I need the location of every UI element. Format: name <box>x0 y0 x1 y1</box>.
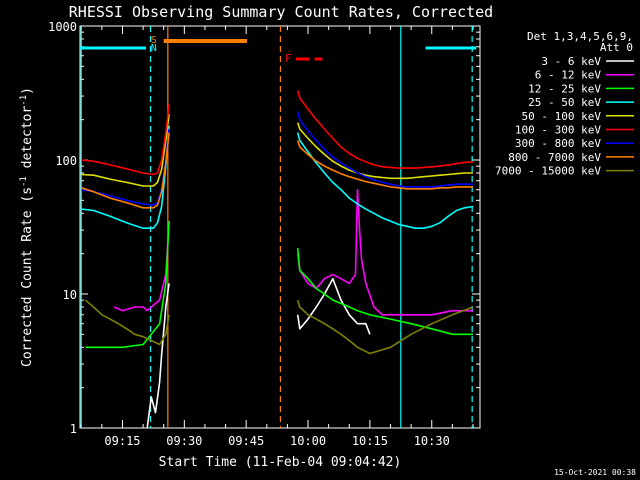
vertical-markers <box>80 26 473 428</box>
series-line <box>296 132 474 229</box>
x-tick-label: 10:15 <box>352 434 388 448</box>
series-line <box>81 104 170 176</box>
series-lines <box>80 90 474 429</box>
legend-label: 25 - 50 keV <box>528 96 601 109</box>
series-2 <box>85 221 473 349</box>
series-line <box>81 125 170 229</box>
legend-header-2: Att 0 <box>600 41 633 54</box>
state-bars: F SN <box>80 35 477 65</box>
flare-flag-label: F <box>285 52 292 65</box>
legend-label: 300 - 800 keV <box>515 137 601 150</box>
series-7 <box>80 132 473 209</box>
series-4 <box>81 114 473 187</box>
x-tick-label: 10:00 <box>290 434 326 448</box>
series-line <box>81 114 170 187</box>
legend-label: 800 - 7000 keV <box>508 151 601 164</box>
y-axis-ticks: 1 10 100 1000 <box>48 20 480 436</box>
x-axis-ticks: 09:15 09:30 09:45 10:00 10:15 10:30 <box>80 26 474 448</box>
legend-header-1: Det 1,3,4,5,6,9, <box>527 30 633 43</box>
footer-timestamp: 15-Oct-2021 00:38 <box>554 468 636 477</box>
x-tick-label: 10:30 <box>414 434 450 448</box>
x-tick-label: 09:45 <box>228 434 264 448</box>
series-3 <box>81 125 474 229</box>
y-tick-label: 1 <box>70 422 77 436</box>
series-5 <box>81 90 474 176</box>
series-line <box>296 140 473 190</box>
series-1 <box>113 188 473 316</box>
series-8 <box>84 299 474 355</box>
legend-label: 7000 - 15000 keV <box>495 165 601 178</box>
svg-text:Corrected Count Rate (s-1 dete: Corrected Count Rate (s-1 detector-1) <box>19 87 35 367</box>
legend-label: 12 - 25 keV <box>528 82 601 95</box>
y-tick-label: 1000 <box>48 20 77 34</box>
y-tick-label: 10 <box>63 288 77 302</box>
series-line <box>296 188 473 316</box>
series-line <box>84 299 170 346</box>
series-line <box>80 132 170 209</box>
series-line <box>296 90 474 169</box>
x-axis-label: Start Time (11-Feb-04 09:04:42) <box>159 455 402 470</box>
series-line <box>81 129 170 206</box>
series-line <box>296 111 473 188</box>
series-line <box>296 122 473 180</box>
chart-title: RHESSI Observing Summary Count Rates, Co… <box>69 3 493 21</box>
series-line <box>296 248 473 336</box>
flag-letter-s: S <box>151 35 157 46</box>
legend-label: 3 - 6 keV <box>541 55 601 68</box>
series-line <box>296 299 474 355</box>
series-line <box>296 277 371 335</box>
x-tick-label: 09:15 <box>104 434 140 448</box>
y-tick-label: 100 <box>55 154 77 168</box>
flag-letter-n: N <box>151 43 157 54</box>
series-0 <box>146 277 371 429</box>
series-6 <box>81 111 473 206</box>
series-line <box>146 283 170 429</box>
legend-label: 100 - 300 keV <box>515 124 601 137</box>
series-line <box>113 221 170 312</box>
y-axis-label: Corrected Count Rate (s-1 detector-1) <box>19 87 35 367</box>
legend-label: 6 - 12 keV <box>535 69 602 82</box>
x-tick-label: 09:30 <box>166 434 202 448</box>
legend-label: 50 - 100 keV <box>522 110 602 123</box>
